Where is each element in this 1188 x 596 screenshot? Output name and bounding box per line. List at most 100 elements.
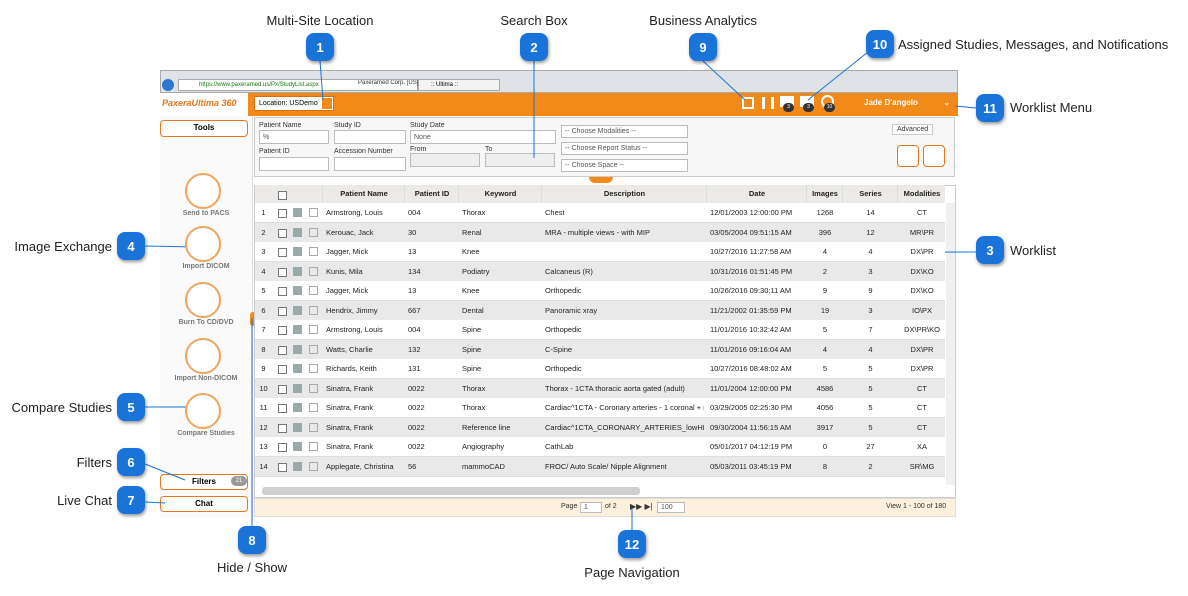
clear-button[interactable] [923,145,945,167]
row-checkbox[interactable] [278,287,287,296]
collapse-search[interactable] [589,177,613,183]
from-input[interactable] [410,153,480,167]
tool-icon[interactable] [185,393,221,429]
row-checkbox[interactable] [278,365,287,374]
page-input[interactable]: 1 [580,502,602,513]
table-cell: 56 [408,461,417,471]
select-all[interactable] [278,191,287,200]
patient-name-input[interactable]: % [259,130,329,144]
row-checkbox[interactable] [278,423,287,433]
column-header[interactable]: Keyword [458,185,542,203]
row-number: 9 [261,364,266,373]
table-cell: 4056 [816,403,834,412]
dropdown[interactable]: -- Choose Report Status -- [561,142,688,155]
table-cell: 396 [818,227,832,237]
to-input[interactable] [485,153,555,167]
callout-badge: 6 [117,448,145,476]
tool-label[interactable]: Import DICOM [182,263,230,270]
row-checkbox[interactable] [278,248,287,257]
row-checkbox[interactable] [278,443,287,452]
table-cell: MRA - multiple views - with MIP [545,227,651,237]
dropdown[interactable]: -- Choose Space -- [561,159,688,172]
row-checkbox[interactable] [278,209,287,218]
tool-label[interactable]: Burn To CD/DVD [178,319,234,326]
table-cell: Armstrong, Louis [326,208,383,217]
analytics-icon[interactable] [742,97,754,109]
column-header[interactable]: Patient Name [322,185,405,203]
user-name[interactable]: Jade D'angelo [864,98,918,107]
row-number: 1 [261,208,266,217]
table-cell: Reference line [462,422,511,432]
row-checkbox[interactable] [278,326,287,335]
tool-icon[interactable] [185,226,221,262]
page-size[interactable]: 100 [657,502,685,513]
search-button[interactable] [897,145,919,167]
table-cell: Sinatra, Frank [326,422,374,432]
table-cell: 2 [868,461,873,471]
tool-icon[interactable] [185,282,221,318]
table-cell: 4 [868,344,873,354]
table-cell: 05/01/2017 04:12:19 PM [710,442,793,451]
field-label: Study ID [334,122,361,129]
status-icon [293,403,302,412]
callout-label: Assigned Studies, Messages, and Notifica… [898,37,1169,52]
chat-button[interactable]: Chat [160,496,248,512]
table-cell: 10/27/2016 08:48:02 AM [710,364,792,373]
row-checkbox[interactable] [278,306,287,316]
study-id-input[interactable] [334,130,406,144]
status-icon [293,325,302,334]
table-cell: CT [917,208,927,217]
column-header[interactable]: Patient ID [404,185,459,203]
column-header[interactable]: Description [541,185,707,203]
table-cell: 12 [866,227,875,237]
row-checkbox[interactable] [278,404,287,413]
chart-icon[interactable] [762,97,774,109]
messages-icon[interactable] [800,96,814,107]
tool-label[interactable]: Import Non-DICOM [174,375,238,382]
tool-icon[interactable] [185,338,221,374]
report-icon [309,227,318,237]
table-cell: Orthopedic [545,286,582,295]
column-header[interactable]: Series [842,185,898,203]
status-icon [293,344,302,354]
vertical-scrollbar[interactable] [946,203,955,485]
table-cell: Thorax [462,208,486,217]
horizontal-scrollbar[interactable] [262,487,640,495]
table-cell: mammoCAD [462,461,505,471]
tools-button[interactable]: Tools [160,120,248,137]
column-header[interactable]: Modalities [897,185,946,203]
hide-show-handle[interactable] [250,312,256,326]
menu-toggle[interactable]: ⌄ [943,97,951,107]
accession-input[interactable] [334,157,406,171]
browser-tab[interactable]: :: Ultima :: [418,79,500,91]
table-cell: Sinatra, Frank [326,403,374,412]
back-button[interactable] [162,79,174,91]
table-row[interactable] [255,456,945,477]
row-checkbox[interactable] [278,345,287,355]
tool-label[interactable]: Send to PACS [182,210,230,217]
tool-label[interactable]: Compare Studies [177,430,235,437]
study-date-select[interactable]: None [410,130,556,144]
studies-icon[interactable] [780,96,794,107]
table-cell: 10/27/2016 11:27:58 AM [710,247,792,256]
row-checkbox[interactable] [278,267,287,277]
row-checkbox[interactable] [278,384,287,394]
location-arrow[interactable] [322,98,332,109]
advanced-button[interactable]: Advanced [892,124,934,135]
filters-button[interactable]: Filters [160,474,248,490]
column-header[interactable]: Date [706,185,807,203]
column-header[interactable]: Images [806,185,843,203]
table-cell: 1268 [816,208,834,217]
tool-icon[interactable] [185,173,221,209]
table-cell: Thorax [462,403,486,412]
row-checkbox[interactable] [278,462,287,472]
location-select[interactable]: Location: USDemo [254,96,334,111]
row-checkbox[interactable] [278,228,287,238]
status-icon [293,364,302,373]
patient-id-input[interactable] [259,157,329,171]
table-cell: 134 [408,266,421,276]
next-page[interactable]: ▶▶ ▶| [630,502,653,511]
dropdown[interactable]: -- Choose Modalities -- [561,125,688,138]
address-bar[interactable]: https://www.paxeramed.us/Px/StudyList.as… [178,79,418,91]
status-icon [293,442,302,451]
